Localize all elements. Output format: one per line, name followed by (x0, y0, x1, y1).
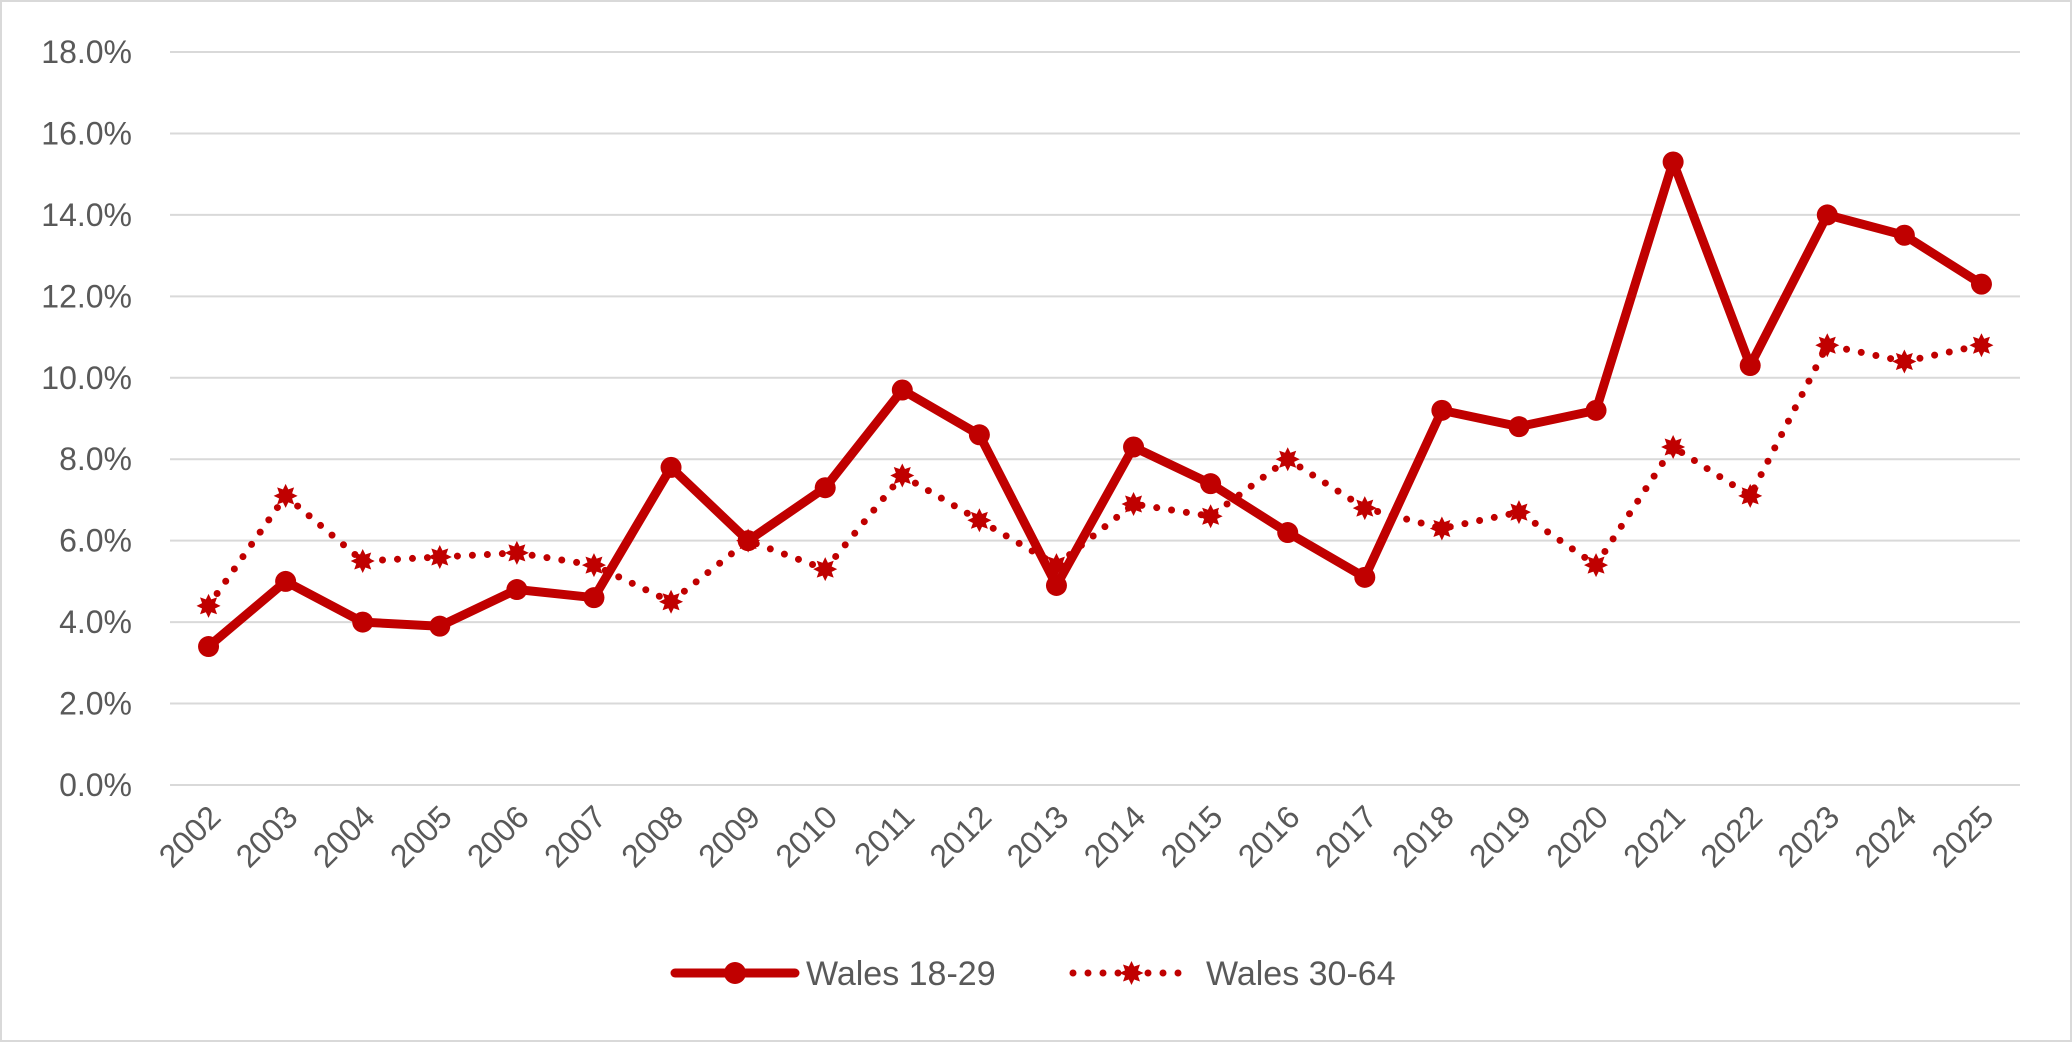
x-tick-label: 2020 (1539, 798, 1615, 874)
y-tick-label: 12.0% (41, 278, 132, 314)
x-tick-label: 2002 (152, 798, 228, 874)
data-point (1661, 435, 1686, 460)
x-tick-label: 2025 (1925, 798, 2001, 874)
x-tick-label: 2012 (923, 798, 999, 874)
data-point (1200, 473, 1222, 495)
data-point (1429, 516, 1454, 541)
legend-marker (724, 962, 746, 984)
y-tick-label: 10.0% (41, 360, 132, 396)
gridlines (170, 51, 2020, 786)
data-point (1431, 399, 1453, 421)
data-point (1352, 496, 1377, 521)
data-point (1198, 504, 1223, 529)
x-tick-label: 2014 (1077, 798, 1153, 874)
series-line (205, 341, 1985, 610)
data-point (968, 424, 990, 446)
data-point (967, 508, 992, 533)
data-point (737, 530, 759, 552)
data-point (890, 463, 915, 488)
data-point (1585, 399, 1607, 421)
y-tick-label: 16.0% (41, 115, 132, 151)
legend-label: Wales 18-29 (806, 955, 996, 993)
data-point (1123, 436, 1145, 458)
series-wales-18-29 (198, 151, 1992, 658)
x-tick-label: 2007 (537, 798, 613, 874)
data-point (581, 553, 606, 578)
y-tick-label: 0.0% (59, 767, 132, 803)
series-wales-30-64 (196, 333, 1994, 618)
x-tick-label: 2009 (691, 798, 767, 874)
y-tick-label: 6.0% (59, 523, 132, 559)
legend-item-wales-30-64: Wales 30-64 (1069, 955, 1396, 993)
data-point (429, 615, 451, 637)
x-tick-label: 2010 (768, 798, 844, 874)
data-point (1892, 349, 1917, 374)
data-point (583, 587, 605, 609)
data-point (813, 557, 838, 582)
data-point (1508, 416, 1530, 438)
data-point (427, 544, 452, 569)
data-point (1045, 574, 1067, 596)
data-point (1275, 447, 1300, 472)
x-tick-label: 2005 (383, 798, 459, 874)
data-point (1738, 483, 1763, 508)
x-tick-label: 2008 (614, 798, 690, 874)
data-point (273, 483, 298, 508)
data-point (1121, 492, 1146, 517)
y-tick-label: 18.0% (41, 34, 132, 70)
data-point (506, 579, 528, 601)
x-tick-label: 2017 (1308, 798, 1384, 874)
y-tick-label: 2.0% (59, 686, 132, 722)
data-point (1816, 204, 1838, 226)
x-tick-label: 2015 (1154, 798, 1230, 874)
data-point (814, 477, 836, 499)
data-point (275, 570, 297, 592)
x-tick-label: 2024 (1848, 798, 1924, 874)
y-tick-label: 8.0% (59, 441, 132, 477)
data-point (1662, 151, 1684, 173)
data-point (1970, 273, 1992, 295)
x-tick-label: 2011 (847, 798, 921, 872)
y-tick-label: 4.0% (59, 604, 132, 640)
data-point (352, 611, 374, 633)
x-tick-label: 2023 (1770, 798, 1846, 874)
data-point (1277, 522, 1299, 544)
data-point (1506, 500, 1531, 525)
x-tick-label: 2022 (1693, 798, 1769, 874)
data-point (350, 549, 375, 574)
data-point (196, 593, 221, 618)
x-tick-label: 2006 (460, 798, 536, 874)
data-point (198, 636, 220, 658)
data-point (1969, 333, 1994, 358)
y-axis-ticks: 0.0% 2.0% 4.0% 6.0% 8.0% 10.0% 12.0% 14.0% 16.0%… (41, 34, 132, 803)
data-point (891, 379, 913, 401)
x-tick-label: 2003 (229, 798, 305, 874)
data-point (1584, 553, 1609, 578)
data-point (504, 540, 529, 565)
data-point (659, 589, 684, 614)
x-tick-label: 2019 (1462, 798, 1538, 874)
data-point (660, 456, 682, 478)
legend-item-wales-18-29: Wales 18-29 (670, 955, 996, 993)
legend: Wales 18-29 Wales 30-64 (670, 955, 1396, 993)
data-point (1354, 566, 1376, 588)
x-tick-label: 2013 (1000, 798, 1076, 874)
x-axis-ticks: 2002 2003 2004 2005 2006 2007 2008 2009 2010 2011… (152, 798, 2001, 874)
data-point (1893, 224, 1915, 246)
x-tick-label: 2021 (1616, 798, 1692, 874)
data-point (1815, 333, 1840, 358)
x-tick-label: 2016 (1231, 798, 1307, 874)
data-point (1739, 355, 1761, 377)
x-tick-label: 2018 (1385, 798, 1461, 874)
y-tick-label: 14.0% (41, 197, 132, 233)
legend-marker (1119, 961, 1144, 985)
series-group (196, 151, 1994, 658)
x-tick-label: 2004 (306, 798, 382, 874)
legend-label: Wales 30-64 (1206, 955, 1396, 993)
series-line (204, 157, 1986, 651)
